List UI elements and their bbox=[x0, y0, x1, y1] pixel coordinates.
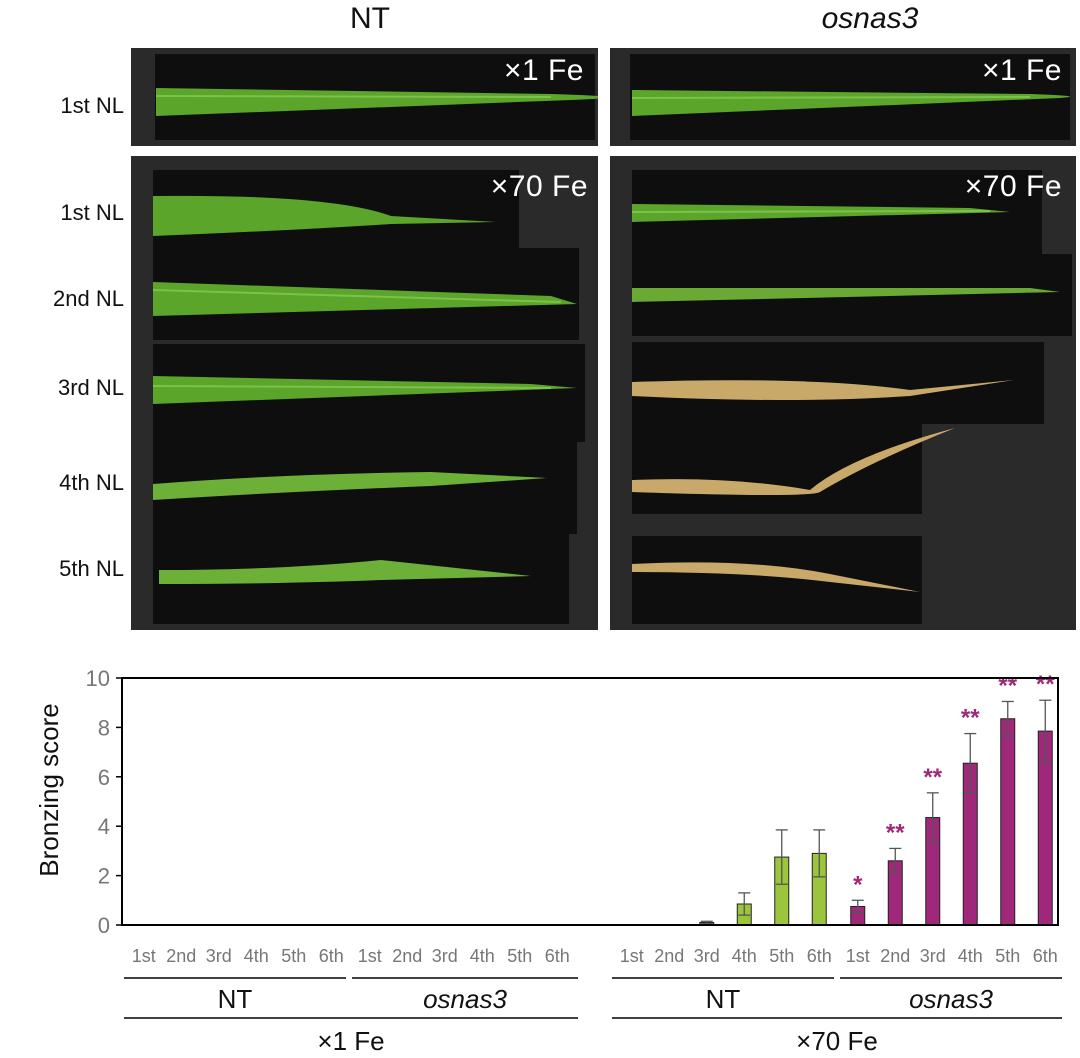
significance-label: ** bbox=[886, 819, 905, 846]
x-tick-label: 1st bbox=[620, 946, 644, 966]
x-tick-label: 2nd bbox=[166, 946, 196, 966]
fe-label-x1: ×1 Fe bbox=[503, 54, 584, 87]
photo-nt-x1-fe: ×1 Fe bbox=[131, 48, 598, 146]
photo-osnas3-x70-fe: ×70 Fe bbox=[610, 156, 1076, 630]
x-tick-label: 3rd bbox=[920, 946, 946, 966]
y-tick-label: 2 bbox=[98, 864, 110, 889]
x-tick-label: 6th bbox=[319, 946, 344, 966]
x-tick-label: 2nd bbox=[392, 946, 422, 966]
leaf-image bbox=[152, 195, 577, 584]
fe-condition-label: ×1 Fe bbox=[317, 1026, 384, 1056]
x-tick-label: 6th bbox=[545, 946, 570, 966]
x-tick-label: 2nd bbox=[654, 946, 684, 966]
row-label-4th-nl: 4th NL bbox=[59, 470, 124, 495]
bar bbox=[1000, 718, 1016, 926]
y-axis-label: Bronzing score bbox=[34, 703, 64, 876]
x-tick-label: 5th bbox=[507, 946, 532, 966]
y-tick-label: 4 bbox=[98, 814, 110, 839]
x-tick-label: 5th bbox=[281, 946, 306, 966]
plot-frame bbox=[121, 677, 1059, 926]
leaf-image bbox=[155, 88, 598, 116]
x-tick-label: 3rd bbox=[432, 946, 458, 966]
x-tick-label: 2nd bbox=[880, 946, 910, 966]
row-label-1st-nl-x70: 1st NL bbox=[60, 200, 124, 225]
x-tick-label: 4th bbox=[244, 946, 269, 966]
y-tick-label: 8 bbox=[98, 715, 110, 740]
x-tick-label: 6th bbox=[1033, 946, 1058, 966]
row-label-5th-nl: 5th NL bbox=[59, 556, 124, 581]
x-tick-label: 1st bbox=[132, 946, 156, 966]
genotype-label: NT bbox=[218, 984, 253, 1014]
y-tick-label: 10 bbox=[86, 666, 110, 691]
y-tick-label: 6 bbox=[98, 765, 110, 790]
x-tick-label: 6th bbox=[807, 946, 832, 966]
column-header-osnas3: osnas3 bbox=[821, 2, 919, 35]
x-tick-label: 4th bbox=[732, 946, 757, 966]
leaf-image bbox=[631, 204, 1060, 592]
leaf-image bbox=[631, 90, 1070, 116]
photo-osnas3-x1-fe: ×1 Fe bbox=[610, 48, 1076, 146]
significance-label: * bbox=[853, 871, 863, 898]
significance-label: ** bbox=[998, 672, 1017, 699]
row-label-1st-nl-x1: 1st NL bbox=[60, 93, 124, 118]
row-label-3rd-nl: 3rd NL bbox=[57, 375, 124, 400]
fe-label-x70: ×70 Fe bbox=[964, 170, 1062, 203]
y-tick-label: 0 bbox=[98, 913, 110, 938]
x-tick-label: 5th bbox=[769, 946, 794, 966]
fe-condition-label: ×70 Fe bbox=[796, 1026, 878, 1056]
photo-nt-x70-fe: ×70 Fe bbox=[131, 156, 598, 630]
significance-label: ** bbox=[923, 764, 942, 791]
x-tick-label: 5th bbox=[995, 946, 1020, 966]
x-tick-label: 3rd bbox=[694, 946, 720, 966]
genotype-label: osnas3 bbox=[909, 984, 993, 1014]
row-label-2nd-nl: 2nd NL bbox=[53, 286, 124, 311]
x-tick-label: 1st bbox=[358, 946, 382, 966]
genotype-label: osnas3 bbox=[423, 984, 507, 1014]
fe-label-x1: ×1 Fe bbox=[981, 54, 1062, 87]
column-header-nt: NT bbox=[350, 2, 390, 35]
significance-label: ** bbox=[961, 705, 980, 732]
fe-label-x70: ×70 Fe bbox=[490, 170, 588, 203]
significance-label: ** bbox=[1036, 671, 1055, 698]
x-tick-label: 4th bbox=[958, 946, 983, 966]
x-tick-label: 3rd bbox=[206, 946, 232, 966]
x-tick-label: 4th bbox=[470, 946, 495, 966]
genotype-label: NT bbox=[706, 984, 741, 1014]
x-tick-label: 1st bbox=[846, 946, 870, 966]
